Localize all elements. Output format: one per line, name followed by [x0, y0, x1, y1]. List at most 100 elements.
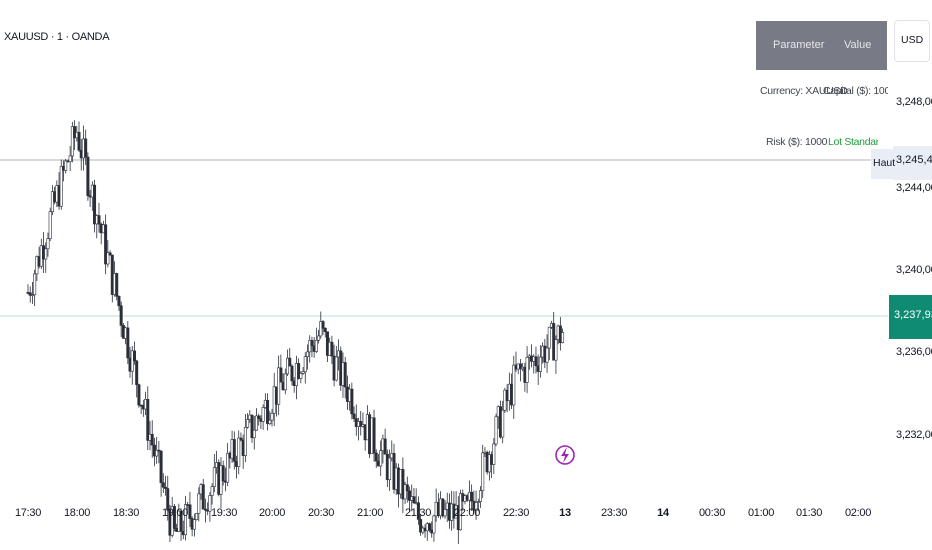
candle-body — [64, 160, 68, 171]
candle-body — [319, 321, 323, 337]
currency-label: USD — [901, 34, 924, 46]
candle-body — [401, 469, 405, 500]
candle-body — [197, 493, 201, 514]
candle-body — [317, 335, 321, 341]
candle-body — [86, 156, 90, 196]
candle-body — [443, 509, 447, 517]
candle-body — [164, 486, 168, 489]
currency-button[interactable]: USD — [894, 20, 930, 62]
time-tick: 17:30 — [14, 507, 42, 519]
candle-body — [254, 415, 258, 431]
candle-body — [33, 273, 37, 296]
candle-body — [166, 488, 170, 511]
candle-body — [261, 407, 265, 422]
candle-body — [106, 252, 110, 265]
candle-body — [545, 347, 549, 363]
candle-body — [146, 399, 150, 441]
candle-body — [115, 273, 119, 297]
time-tick: 20:30 — [307, 507, 335, 519]
candle-body — [383, 438, 387, 455]
candle-body — [126, 327, 130, 359]
candle-body — [183, 504, 187, 536]
candle-body — [212, 467, 216, 487]
candle-body — [334, 356, 338, 381]
candle-body — [416, 502, 420, 520]
candle-body — [470, 491, 474, 502]
candle-body — [561, 332, 565, 344]
time-tick: 21:00 — [356, 507, 384, 519]
candle-body — [135, 360, 139, 385]
candle-body — [68, 155, 72, 163]
candle-body — [179, 510, 183, 532]
candle-body — [512, 364, 516, 406]
time-tick: 22:00 — [453, 507, 481, 519]
candle-body — [379, 450, 383, 467]
time-tick: 21:30 — [404, 507, 432, 519]
candle-body — [93, 184, 97, 225]
candle-body — [408, 490, 412, 501]
candle-body — [237, 437, 241, 467]
candle-body — [159, 450, 163, 483]
last-price-tag: 3,237,930 — [889, 295, 932, 339]
candle-body — [137, 384, 141, 406]
candle-body — [534, 356, 538, 367]
candle-body — [252, 429, 256, 439]
candle-body — [157, 449, 161, 452]
candle-body — [48, 211, 52, 239]
candle-body — [350, 388, 354, 415]
candle-body — [226, 452, 230, 483]
value-header: Value — [844, 39, 872, 51]
candle-body — [547, 326, 551, 349]
symbol-title: XAUUSD · 1 · OANDA — [4, 31, 110, 43]
time-tick: 01:30 — [795, 507, 823, 519]
candle-body — [388, 457, 392, 481]
candle-body — [372, 417, 376, 454]
candle-body — [403, 484, 407, 500]
price-tick: 3,248,000 — [896, 96, 932, 108]
currency-cell: Currency: XAUUSD — [760, 85, 848, 97]
time-tick: 23:30 — [600, 507, 628, 519]
candle-body — [30, 294, 34, 297]
candle-body — [459, 493, 463, 531]
info-table-header: Parameter Value — [756, 21, 887, 70]
candle-body — [188, 504, 192, 519]
candle-body — [501, 409, 505, 438]
candle-body — [481, 452, 485, 491]
candle-body — [104, 224, 108, 265]
capital-cell: Capital ($): 100000 — [823, 85, 907, 97]
candle-body — [232, 439, 236, 462]
candle-body — [427, 523, 431, 531]
candle-body — [257, 415, 261, 419]
price-chart[interactable] — [0, 0, 888, 550]
price-tick: 3,244,000 — [896, 182, 932, 194]
flash-event-icon[interactable] — [555, 445, 575, 465]
candle-body — [210, 486, 214, 496]
param-header: Parameter — [773, 39, 825, 51]
candle-body — [117, 295, 121, 307]
candle-body — [119, 305, 123, 326]
candle-body — [192, 519, 196, 530]
candle-body — [474, 502, 478, 511]
candle-body — [279, 367, 283, 383]
price-axis[interactable] — [888, 0, 932, 550]
time-tick: 01:00 — [747, 507, 775, 519]
time-tick: 18:30 — [112, 507, 140, 519]
candle-body — [77, 131, 81, 151]
candle-body — [374, 452, 378, 462]
last-price-value: 3,237,930 — [894, 309, 932, 321]
candle-body — [314, 339, 318, 352]
price-tick: 3,240,000 — [896, 264, 932, 276]
candle-body — [405, 484, 409, 492]
candle-body — [305, 351, 309, 358]
candle-body — [221, 465, 225, 482]
candle-body — [239, 437, 243, 441]
candle-body — [150, 433, 154, 446]
candle-body — [70, 126, 74, 157]
time-tick: 22:30 — [502, 507, 530, 519]
candle-body — [84, 138, 88, 158]
lot-cell: Lot Standards: 1 — [828, 136, 878, 148]
risk-cell: Risk ($): 1000 — [766, 136, 828, 148]
candle-body — [492, 443, 496, 465]
time-tick: 19:00 — [161, 507, 189, 519]
candle-body — [266, 400, 270, 424]
